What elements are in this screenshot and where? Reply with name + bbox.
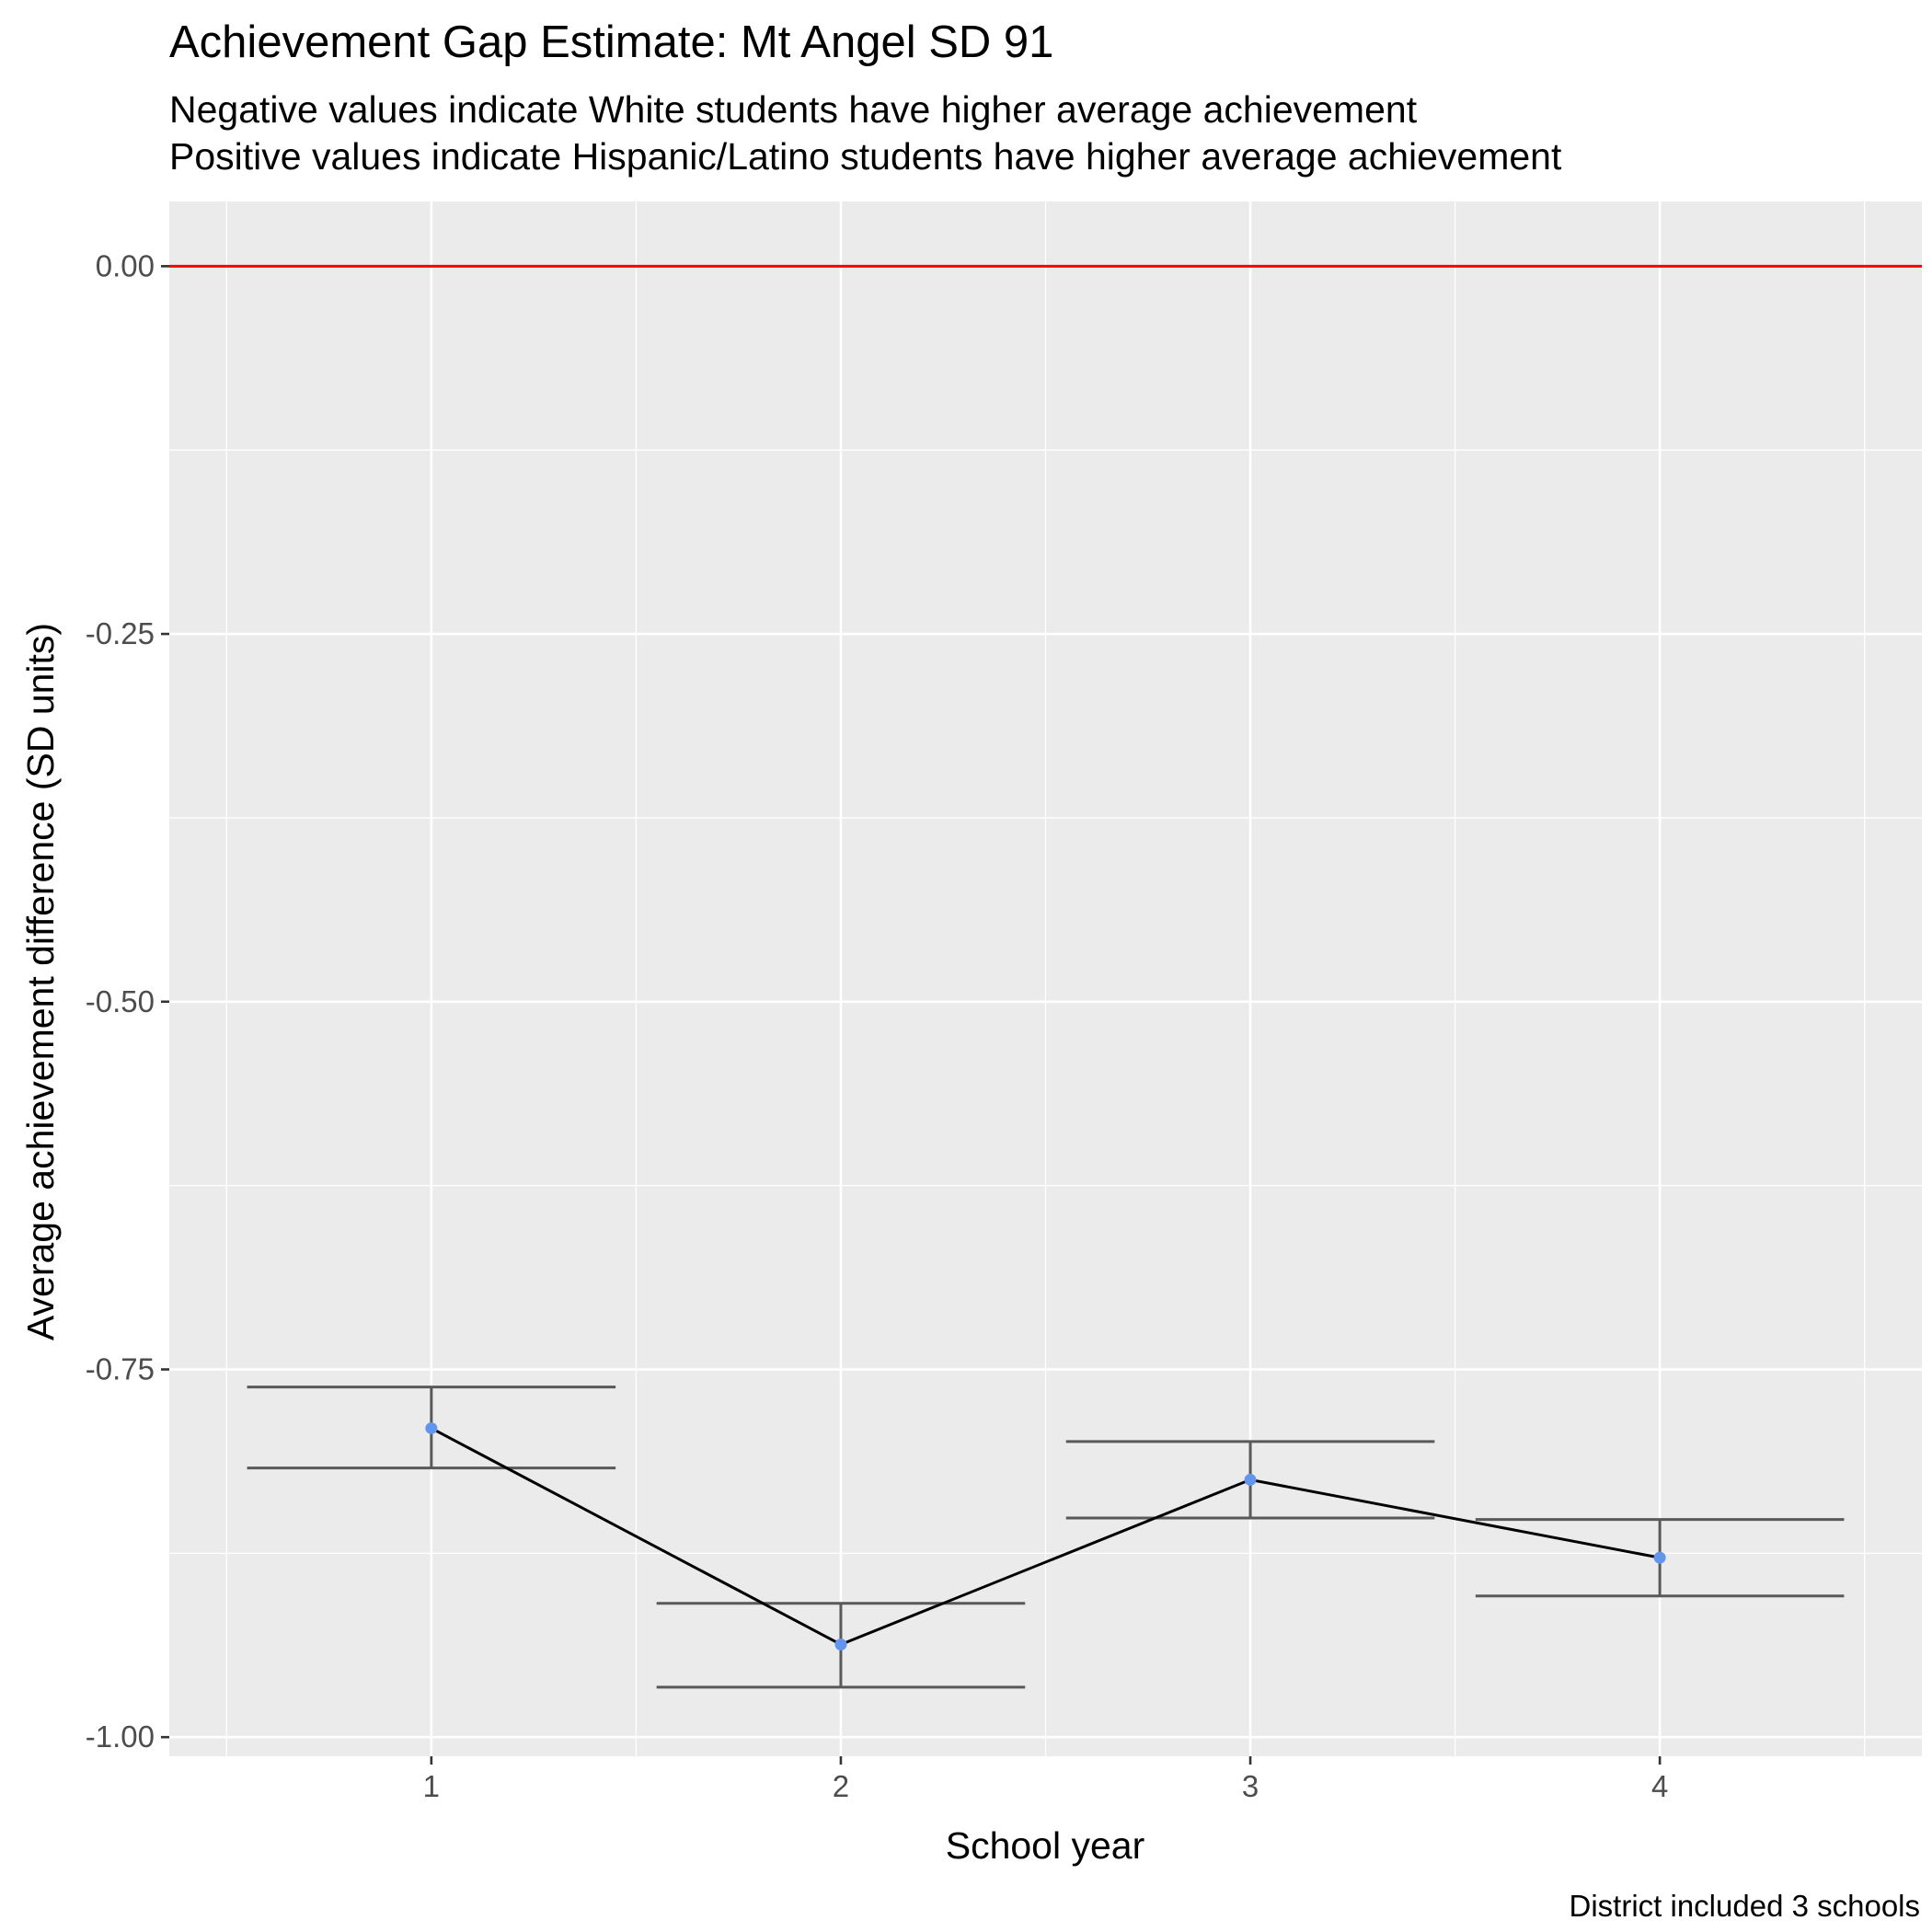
y-tick-label: -0.50 [86, 984, 155, 1018]
x-axis-ticks: 1 2 3 4 [423, 1756, 1668, 1803]
y-tick-label: -0.75 [86, 1351, 155, 1386]
caption: District included 3 schools [1570, 1889, 1921, 1923]
x-tick-label: 2 [833, 1769, 849, 1803]
x-tick-label: 3 [1242, 1769, 1259, 1803]
chart-title: Achievement Gap Estimate: Mt Angel SD 91 [169, 17, 1053, 67]
data-point [1244, 1473, 1257, 1486]
data-points [425, 1421, 1666, 1650]
y-axis-title: Average achievement difference (SD units… [19, 623, 62, 1340]
x-axis-title: School year [946, 1824, 1145, 1867]
y-tick-label: -0.25 [86, 616, 155, 650]
data-point [425, 1421, 438, 1434]
series-polyline [431, 1427, 1661, 1647]
y-axis-ticks: 0.00 -0.25 -0.50 -0.75 -1.00 [86, 248, 169, 1754]
data-point [1653, 1551, 1666, 1564]
x-tick-label: 4 [1651, 1769, 1668, 1803]
series-line [431, 1427, 1661, 1647]
chart-subtitle-line-2: Positive values indicate Hispanic/Latino… [169, 135, 1562, 178]
data-point [834, 1638, 847, 1650]
x-tick-label: 1 [423, 1769, 440, 1803]
y-tick-label: -1.00 [86, 1719, 155, 1754]
chart-subtitle-line-1: Negative values indicate White students … [169, 88, 1418, 131]
y-tick-label: 0.00 [96, 248, 155, 282]
